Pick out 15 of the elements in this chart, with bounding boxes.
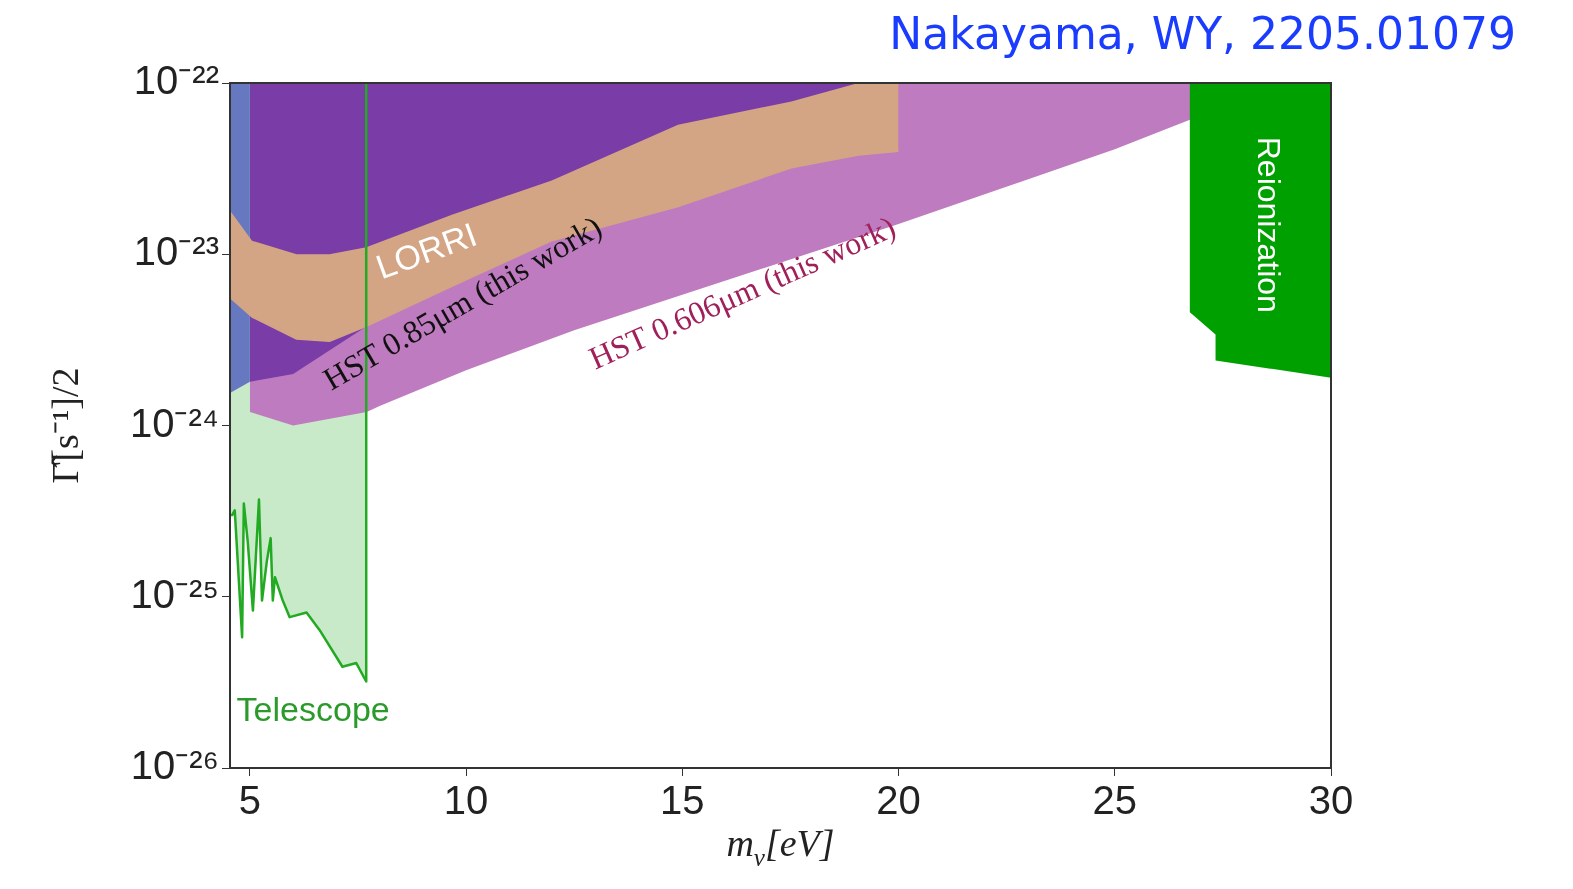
x-tick-label: 10 [443, 778, 489, 823]
y-tick-label: 10⁻²² [133, 58, 219, 103]
y-tick-label: 10⁻²³ [133, 229, 219, 274]
x-tick-label: 5 [238, 778, 262, 823]
x-tick-label: 30 [1308, 778, 1354, 823]
x-tick-label: 20 [876, 778, 921, 823]
y-tick-label: 10⁻²⁵ [130, 571, 219, 616]
series-label: Reionization [1251, 136, 1288, 313]
y-tick-label: 10⁻²⁶ [130, 743, 219, 788]
x-tick-label: 25 [1092, 778, 1138, 823]
text: Nakayama, WY, 2205.01079 [889, 8, 1516, 60]
series-label: Telescope [236, 690, 390, 729]
y-tick-label: 10⁻²⁴ [130, 400, 219, 445]
x-tick-label: 15 [660, 778, 705, 823]
y-axis-title: Γ̂[s⁻¹]/2 [44, 367, 86, 484]
